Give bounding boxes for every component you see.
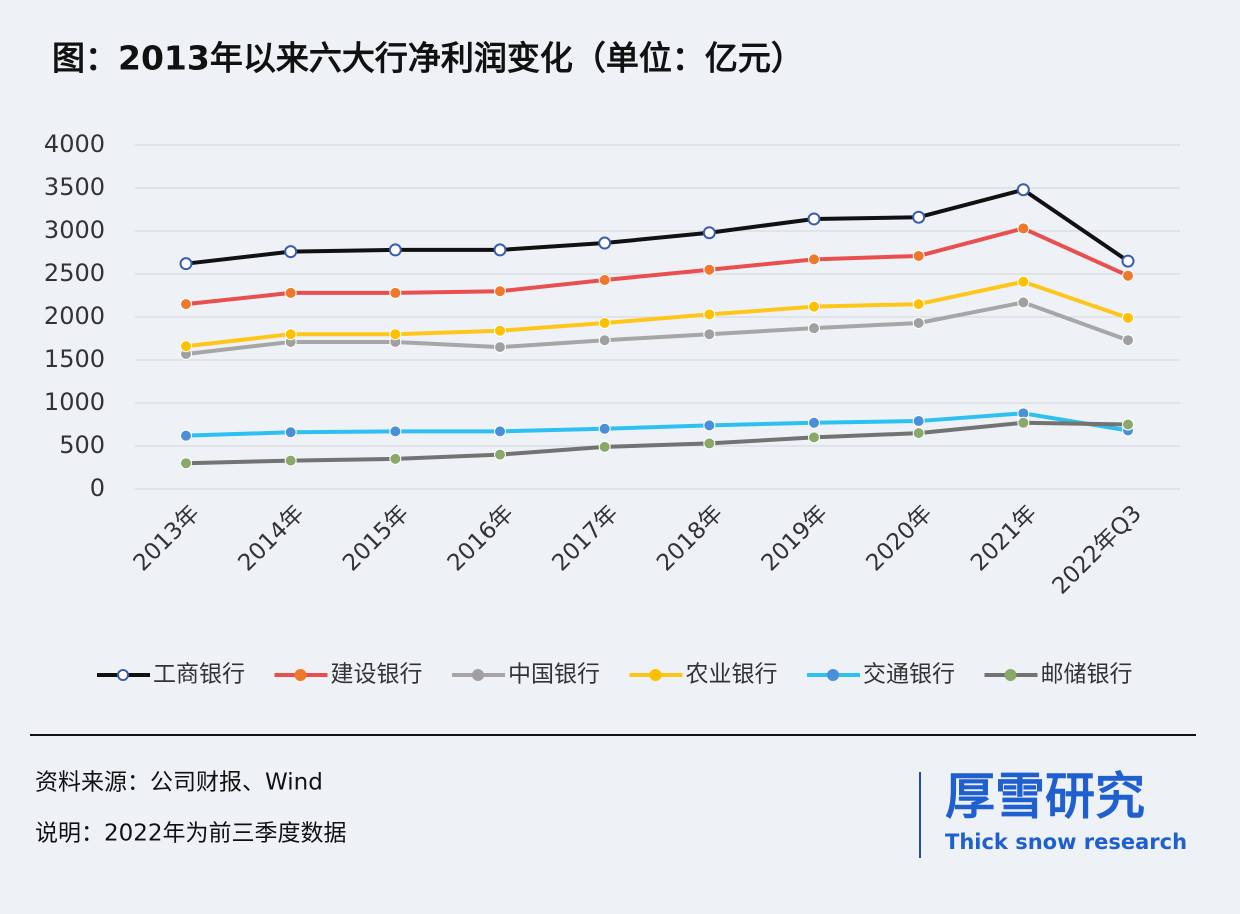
- data-point: [598, 236, 612, 250]
- data-point: [598, 334, 611, 347]
- legend-marker: [827, 669, 839, 681]
- data-point: [912, 317, 925, 330]
- data-point: [912, 298, 925, 311]
- x-tick-label: 2020年: [861, 500, 937, 576]
- data-point: [808, 300, 820, 313]
- x-tick-label: 2018年: [652, 500, 728, 576]
- x-tick-label: 2015年: [338, 500, 414, 576]
- data-point: [703, 263, 716, 276]
- data-point: [1017, 296, 1030, 309]
- data-point: [912, 249, 925, 262]
- chart-title: 图：2013年以来六大行净利润变化（单位：亿元）: [52, 39, 804, 78]
- x-tick-label: 2016年: [443, 500, 519, 576]
- data-point: [1122, 269, 1134, 282]
- legend-label: 邮储银行: [1041, 662, 1133, 688]
- data-point: [180, 340, 192, 353]
- data-point: [703, 437, 716, 450]
- legend-label: 中国银行: [508, 662, 600, 688]
- legend-label: 建设银行: [331, 662, 423, 688]
- legend-marker: [472, 669, 484, 681]
- x-tick-label: 2022年Q3: [1048, 500, 1147, 599]
- data-point: [180, 457, 192, 470]
- y-tick-label: 3000: [44, 216, 105, 244]
- data-point: [1122, 334, 1134, 347]
- legend-marker: [1004, 669, 1017, 681]
- data-point: [284, 328, 297, 341]
- data-point: [1122, 418, 1134, 431]
- legend-label: 交通银行: [863, 662, 955, 688]
- data-point: [494, 448, 506, 461]
- data-point: [808, 253, 820, 266]
- data-point: [284, 286, 297, 299]
- data-point: [912, 415, 925, 428]
- x-tick-label: 2019年: [757, 500, 833, 576]
- source: 资料来源：公司财报、Wind: [35, 770, 323, 796]
- data-point: [703, 308, 716, 321]
- data-point: [389, 452, 402, 465]
- data-point: [1122, 311, 1134, 324]
- data-point: [703, 328, 716, 341]
- data-point: [180, 429, 192, 442]
- y-tick-label: 1500: [44, 345, 105, 373]
- y-tick-label: 2000: [44, 302, 105, 330]
- data-point: [284, 426, 297, 439]
- legend-label: 工商银行: [153, 662, 245, 688]
- data-point: [389, 328, 402, 341]
- data-point: [389, 286, 402, 299]
- x-tick-label: 2017年: [547, 500, 623, 576]
- data-point: [598, 317, 611, 330]
- data-point: [808, 416, 820, 429]
- data-point: [494, 324, 506, 337]
- data-point: [808, 431, 820, 444]
- series-line: [185, 411, 1129, 438]
- series-line: [185, 226, 1129, 307]
- data-point: [1017, 222, 1030, 235]
- x-tick-label: 2021年: [966, 500, 1042, 576]
- legend-marker: [649, 669, 662, 681]
- data-point: [389, 425, 402, 438]
- data-point: [179, 257, 193, 271]
- data-point: [703, 419, 716, 432]
- data-point: [1016, 183, 1030, 197]
- data-point: [284, 245, 298, 259]
- x-tick-label: 2013年: [129, 500, 205, 576]
- data-point: [494, 285, 506, 298]
- data-point: [598, 422, 611, 435]
- series-line: [185, 279, 1129, 349]
- data-point: [702, 226, 716, 240]
- legend-label: 农业银行: [686, 662, 778, 688]
- y-tick-label: 1000: [44, 388, 105, 416]
- series-line: [185, 187, 1130, 266]
- y-tick-label: 4000: [44, 130, 105, 158]
- data-point: [1017, 416, 1030, 429]
- brand: 厚雪研究: [945, 768, 1145, 826]
- series-line: [185, 300, 1129, 356]
- series-line: [185, 420, 1129, 466]
- data-point: [598, 274, 611, 287]
- data-point: [284, 454, 297, 467]
- data-point: [808, 322, 820, 335]
- data-point: [1017, 275, 1030, 288]
- y-tick-label: 3500: [44, 173, 105, 201]
- data-point: [180, 298, 192, 311]
- data-point: [1121, 254, 1135, 268]
- y-tick-label: 500: [59, 431, 105, 459]
- data-point: [807, 212, 821, 226]
- legend-marker: [294, 669, 307, 681]
- data-point: [494, 341, 506, 354]
- y-tick-label: 0: [90, 474, 105, 502]
- brand-en: Thick snow research: [945, 830, 1187, 854]
- data-point: [494, 425, 506, 438]
- legend-marker: [117, 669, 129, 681]
- data-point: [598, 440, 611, 453]
- x-tick-label: 2014年: [233, 500, 309, 576]
- data-point: [388, 243, 402, 257]
- note: 说明：2022年为前三季度数据: [35, 821, 347, 847]
- data-point: [912, 427, 925, 440]
- data-point: [912, 210, 926, 224]
- data-point: [493, 243, 507, 257]
- y-tick-label: 2500: [44, 259, 105, 287]
